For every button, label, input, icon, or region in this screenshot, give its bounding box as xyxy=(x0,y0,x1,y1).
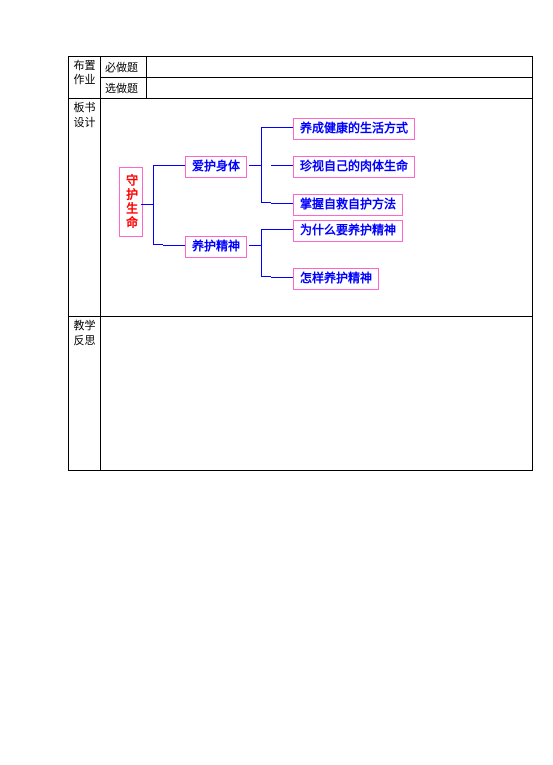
diagram-mid-spirit: 养护精神 xyxy=(185,236,247,258)
connector-line xyxy=(163,165,185,166)
connector-line xyxy=(271,127,293,128)
table-row: 选做题 xyxy=(69,78,533,99)
table-row: 板书设计 守护生命 爱护身体 养护精神 养成健康的生活方式 xyxy=(69,99,533,317)
table-row: 布置作业 必做题 xyxy=(69,57,533,78)
homework-required-value xyxy=(147,57,533,78)
homework-row-label: 布置作业 xyxy=(69,57,101,99)
connector-bracket xyxy=(261,127,271,203)
diagram-leaf: 珍视自己的肉体生命 xyxy=(293,156,415,178)
diagram-leaf: 为什么要养护精神 xyxy=(293,220,403,242)
connector-line xyxy=(163,245,185,246)
table-row: 教学反思 xyxy=(69,317,533,471)
connector-line xyxy=(271,229,293,230)
connector-bracket xyxy=(261,229,271,277)
page-root: 布置作业 必做题 选做题 板书设计 守护生命 爱护身体 养护精神 xyxy=(0,0,553,765)
diagram-leaf: 怎样养护精神 xyxy=(293,268,379,290)
diagram-leaf: 养成健康的生活方式 xyxy=(293,118,415,140)
connector-line xyxy=(271,165,293,166)
diagram-root: 守护生命 xyxy=(119,167,143,237)
diagram-leaf: 掌握自救自护方法 xyxy=(293,194,403,216)
connector-line xyxy=(271,277,293,278)
connector-bracket xyxy=(153,165,163,245)
connector-line xyxy=(141,204,153,205)
connector-line xyxy=(271,203,293,204)
board-diagram-cell: 守护生命 爱护身体 养护精神 养成健康的生活方式 珍视自己的肉体生命 掌握自救 xyxy=(101,99,533,317)
homework-optional-value xyxy=(147,78,533,99)
diagram-mid-body: 爱护身体 xyxy=(185,156,247,178)
homework-optional-label: 选做题 xyxy=(101,78,147,99)
reflection-row-label: 教学反思 xyxy=(69,317,101,471)
connector-line xyxy=(249,165,261,166)
reflection-content xyxy=(101,317,533,471)
homework-required-label: 必做题 xyxy=(101,57,147,78)
connector-line xyxy=(249,245,261,246)
board-row-label: 板书设计 xyxy=(69,99,101,317)
lesson-plan-table: 布置作业 必做题 选做题 板书设计 守护生命 爱护身体 养护精神 xyxy=(68,56,533,471)
